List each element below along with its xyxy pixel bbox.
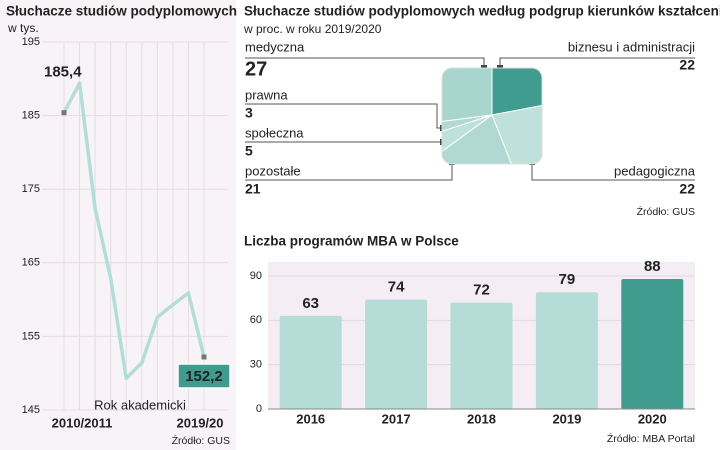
bar [450, 302, 513, 409]
slices [442, 68, 542, 164]
point-marker [61, 110, 67, 116]
data-label: 152,2 [185, 368, 223, 385]
y-tick-label: 175 [22, 183, 40, 195]
slice-value: 5 [245, 143, 253, 159]
line-chart: Słuchacze studiów podyplomowych w tys. 145… [6, 4, 237, 447]
x-tick-label: 2017 [382, 411, 411, 426]
data-label: 74 [388, 279, 405, 296]
x-tick-label: 2019 [552, 411, 581, 426]
y-tick-label: 155 [22, 330, 40, 342]
bar [535, 292, 598, 409]
leader-lines [245, 57, 695, 181]
y-tick-label: 0 [256, 403, 262, 415]
chart-title: Liczba programów MBA w Polsce [244, 234, 459, 249]
pie-frame [441, 67, 543, 165]
bar-chart: Liczba programów MBA w Polsce 0 30 60 90 63 20… [244, 234, 695, 445]
x-tick-label: 2018 [467, 411, 496, 426]
slice [442, 114, 493, 164]
data-label: 72 [473, 282, 490, 299]
slice-label: społeczna [245, 125, 304, 140]
y-tick-label: 145 [22, 404, 40, 416]
data-label: 185,4 [44, 64, 82, 81]
chart-subtitle: w tys. [7, 21, 39, 35]
slice-value: 27 [245, 58, 267, 80]
chart-title: Słuchacze studiów podyplomowych [6, 4, 237, 19]
x-tick-label: 2019/20 [177, 415, 224, 430]
y-tick-label: 165 [22, 257, 40, 269]
pie-chart: Słuchacze studiów podyplomowych według p… [243, 4, 720, 218]
chart-title: Słuchacze studiów podyplomowych według p… [244, 4, 720, 19]
data-label: 63 [302, 295, 319, 312]
x-axis-label: Rok akademicki [94, 397, 186, 412]
x-tick-label: 2010/2011 [52, 415, 113, 430]
slice-label: pozostałe [245, 163, 301, 178]
y-tick-label: 195 [22, 36, 40, 48]
slice-value: 22 [679, 57, 695, 73]
chart-subtitle: w proc. w roku 2019/2020 [243, 22, 382, 36]
bar [279, 315, 342, 409]
data-label: 88 [644, 258, 661, 275]
slice-label: prawna [245, 87, 288, 102]
x-tick-label: 2020 [638, 411, 667, 426]
x-tick-label: 2016 [296, 411, 325, 426]
y-tick-label: 185 [22, 110, 40, 122]
y-tick-label: 30 [250, 359, 262, 371]
slice [491, 97, 542, 164]
y-tick-label: 60 [250, 314, 262, 326]
source: Źródło: MBA Portal [607, 432, 695, 445]
source: Źródło: GUS [637, 205, 695, 218]
y-tick-label: 90 [250, 270, 262, 282]
slice-value: 3 [245, 105, 253, 121]
bar [365, 299, 428, 409]
slice-value: 21 [245, 181, 261, 197]
source: Źródło: GUS [172, 434, 230, 447]
slice-label: medyczna [245, 39, 305, 54]
slice [491, 68, 542, 116]
slice-label: pedagogiczna [614, 163, 696, 178]
line-series [62, 81, 206, 381]
slice-label: biznesu i administracji [568, 39, 695, 54]
data-label: 79 [559, 271, 576, 288]
slice [442, 68, 493, 127]
slice [442, 114, 493, 144]
slice-value: 22 [679, 181, 695, 197]
data-label-box [177, 363, 231, 389]
point-marker [201, 354, 207, 360]
bar [621, 278, 684, 409]
slice [442, 114, 526, 164]
